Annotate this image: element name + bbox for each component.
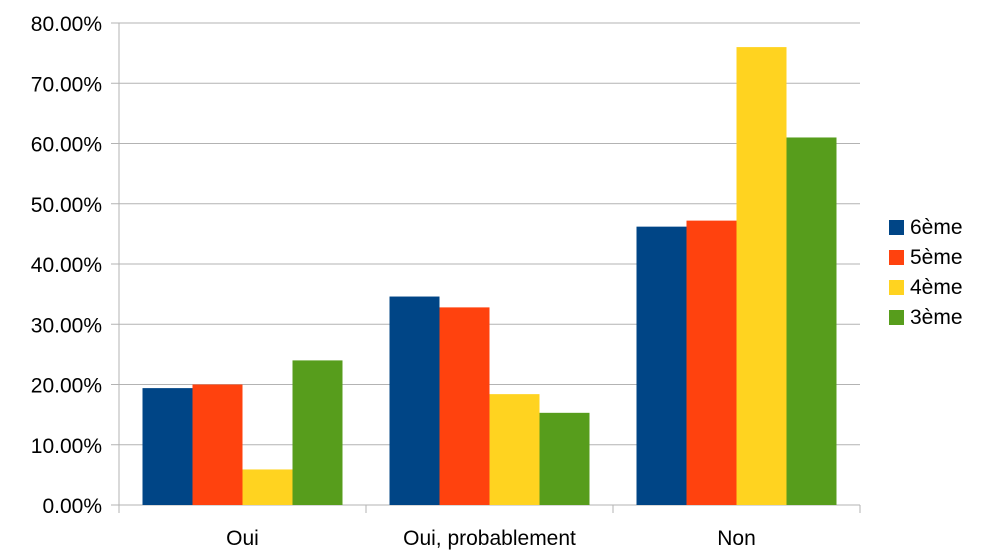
x-tick-label: Non [717, 527, 756, 550]
legend-label: 6ème [910, 215, 963, 239]
bar-2-1 [192, 384, 243, 505]
legend-item: 6ème [889, 212, 963, 242]
y-tick-label: 30.00% [31, 314, 102, 337]
bar-4-2 [539, 412, 590, 505]
y-tick-label: 80.00% [31, 13, 102, 36]
legend-item: 3ème [889, 302, 963, 332]
legend-swatch [889, 249, 904, 265]
y-tick-label: 0.00% [42, 495, 102, 518]
bar-2-2 [439, 307, 490, 505]
legend-swatch [889, 279, 904, 295]
x-tick-label: Oui, probablement [403, 527, 576, 550]
bar-1-3 [636, 226, 687, 505]
bar-3-1 [242, 469, 293, 505]
bar-1-1 [142, 388, 193, 505]
legend-label: 5ème [910, 245, 963, 269]
y-tick-label: 10.00% [31, 435, 102, 458]
y-tick-label: 70.00% [31, 73, 102, 96]
bar-2-3 [686, 220, 737, 505]
y-tick-label: 60.00% [31, 134, 102, 157]
legend-item: 4ème [889, 272, 963, 302]
y-tick-label: 40.00% [31, 254, 102, 277]
bar-1-2 [389, 296, 440, 505]
legend-swatch [889, 309, 904, 325]
legend-label: 3ème [910, 305, 963, 329]
legend-swatch [889, 219, 904, 235]
chart-legend: 6ème 5ème 4ème 3ème [889, 212, 963, 332]
legend-label: 4ème [910, 275, 963, 299]
x-tick-label: Oui [226, 527, 259, 550]
y-tick-label: 20.00% [31, 375, 102, 398]
y-tick-label: 50.00% [31, 194, 102, 217]
bar-3-2 [489, 394, 540, 505]
bar-4-1 [292, 360, 343, 505]
bar-3-3 [736, 47, 787, 505]
bar-4-3 [786, 137, 837, 505]
legend-item: 5ème [889, 242, 963, 272]
